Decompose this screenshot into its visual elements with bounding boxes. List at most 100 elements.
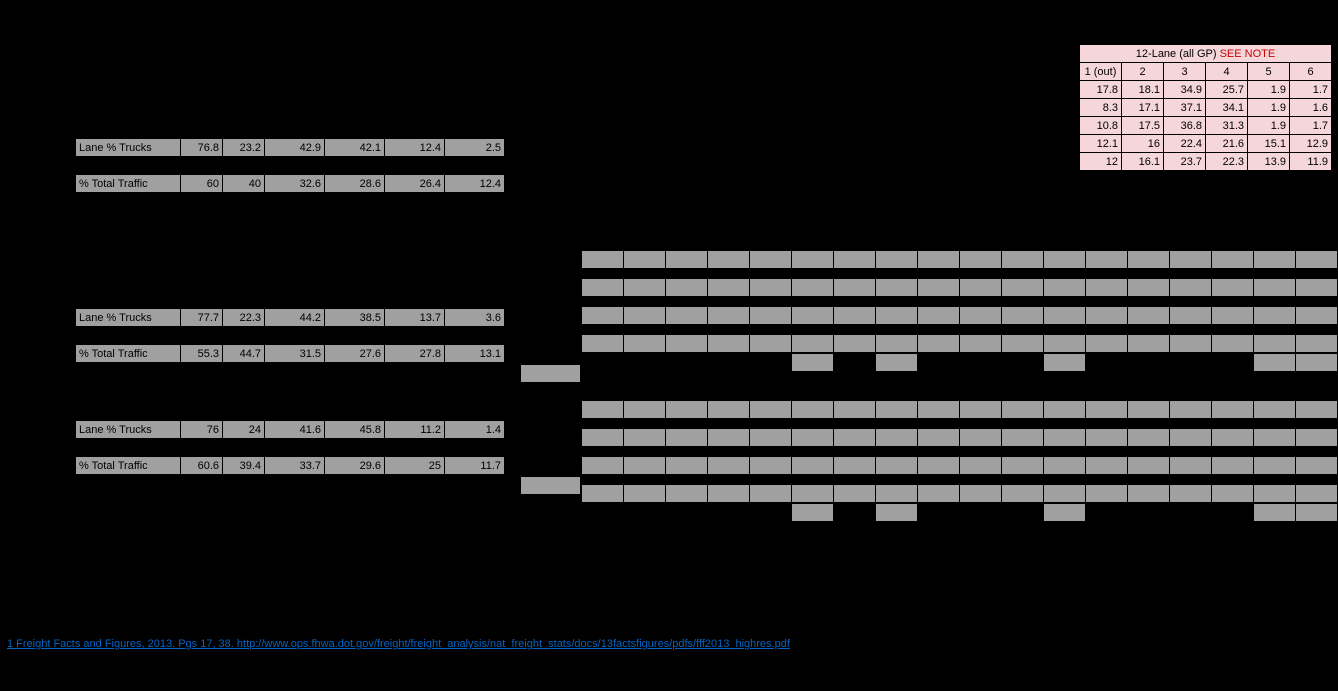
block1-traffic-row: % Total Traffic 60 40 32.6 28.6 26.4 12.… [76,175,505,193]
grid-cell [1170,429,1212,447]
table-row: 8.3 17.1 37.1 34.1 1.9 1.6 [1080,99,1332,117]
table-row: 12 16.1 23.7 22.3 13.9 11.9 [1080,153,1332,171]
grid-cell [582,457,624,475]
grid-cell [750,307,792,325]
grid-cell [876,307,918,325]
grid-cell [750,429,792,447]
grid-cell [1086,279,1128,297]
grid-cell [876,251,918,269]
grid-table [581,250,1338,353]
lane-pct-trucks-label: Lane % Trucks [76,139,181,157]
grid-cell [960,251,1002,269]
grid-cell [1296,485,1338,503]
grid-cell [750,251,792,269]
grid-cell [1254,251,1296,269]
grid-cell [582,279,624,297]
offset-cell [521,365,581,383]
grid-cell [960,457,1002,475]
pct-total-traffic-label: % Total Traffic [76,457,181,475]
grid-cell [624,429,666,447]
grid-cell [918,457,960,475]
grid-cell [1002,279,1044,297]
table-row: 10.8 17.5 36.8 31.3 1.9 1.7 [1080,117,1332,135]
grid-cell [708,307,750,325]
grid-b [581,400,1338,522]
grid-cell [792,429,834,447]
grid-cell [960,401,1002,419]
grid-cell [1086,429,1128,447]
grid-cell [1002,457,1044,475]
grid-cell [960,335,1002,353]
grid-cell [1044,457,1086,475]
grid-cell [1002,335,1044,353]
grid-cell [750,401,792,419]
grid-cell [666,485,708,503]
twelve-lane-headers: 1 (out) 2 3 4 5 6 [1080,63,1332,81]
grid-cell [876,429,918,447]
grid-cell [750,335,792,353]
grid-cell [666,335,708,353]
pct-total-traffic-label: % Total Traffic [76,345,181,363]
twelve-lane-hdr: 2 [1122,63,1164,81]
grid-cell [1002,485,1044,503]
grid-cell [1296,429,1338,447]
grid-cell [960,307,1002,325]
grid-cell [1253,354,1295,372]
grid-cell [666,457,708,475]
grid-cell [834,251,876,269]
grid-cell [1254,279,1296,297]
twelve-lane-hdr: 6 [1290,63,1332,81]
grid-cell [666,401,708,419]
grid-cell [1254,335,1296,353]
grid-cell [1086,401,1128,419]
grid-cell [792,401,834,419]
grid-cell [1296,279,1338,297]
twelve-lane-hdr: 4 [1206,63,1248,81]
grid-cell [708,457,750,475]
grid-cell [1002,251,1044,269]
grid-cell [1170,335,1212,353]
grid-cell [666,429,708,447]
grid-cell [1212,251,1254,269]
grid-cell [1212,429,1254,447]
grid-cell [1212,457,1254,475]
grid-cell [1212,401,1254,419]
grid-cell [666,279,708,297]
grid-cell [834,457,876,475]
grid-cell [1296,457,1338,475]
grid-cell [750,279,792,297]
grid-cell [1254,401,1296,419]
grid-cell [1254,307,1296,325]
grid-cell [1044,401,1086,419]
grid-cell [1295,354,1337,372]
grid-cell [834,429,876,447]
lane-pct-trucks-label: Lane % Trucks [76,421,181,439]
grid-cell [750,457,792,475]
grid-cell [876,279,918,297]
grid-cell [918,251,960,269]
twelve-lane-title: 12-Lane (all GP) SEE NOTE [1080,45,1332,63]
grid-cell [918,307,960,325]
footnote-link[interactable]: 1 Freight Facts and Figures, 2013. Pgs 1… [7,638,790,650]
grid-cell [1253,504,1295,522]
grid-cell [624,401,666,419]
grid-cell [1044,485,1086,503]
grid-cell [1296,401,1338,419]
grid-cell [960,485,1002,503]
grid-cell [1043,354,1085,372]
grid-cell [1086,251,1128,269]
grid-cell [1212,335,1254,353]
grid-cell [918,279,960,297]
grid-cell [834,401,876,419]
grid-cell [1170,401,1212,419]
grid-cell [792,485,834,503]
grid-cell [918,335,960,353]
grid-cell [624,279,666,297]
grid-cell [792,457,834,475]
grid-cell [624,251,666,269]
grid-cell [1254,429,1296,447]
twelve-lane-hdr: 1 (out) [1080,63,1122,81]
grid-cell [624,307,666,325]
grid-cell [708,251,750,269]
twelve-lane-title-prefix: 12-Lane (all GP) [1136,48,1220,60]
